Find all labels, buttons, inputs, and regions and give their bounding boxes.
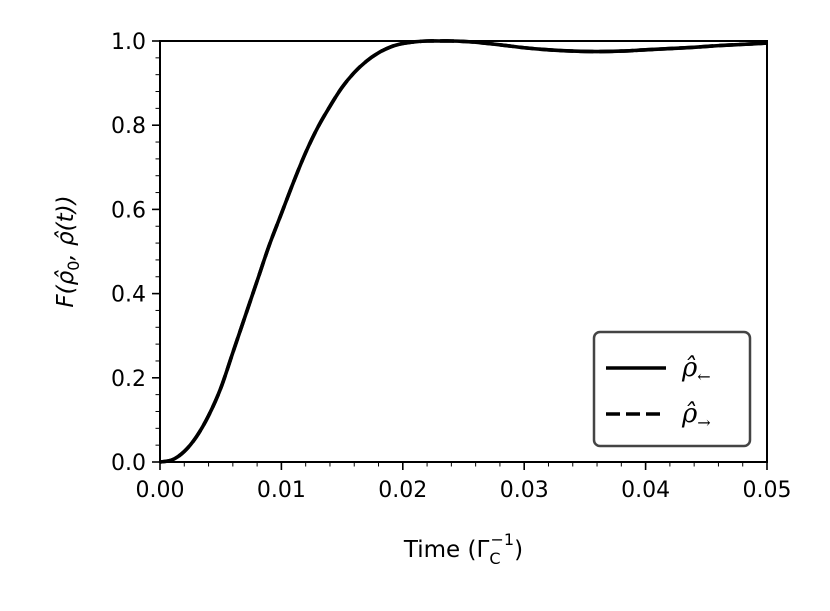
y-axis-label-rest: , ρ̂(t)) [53,195,79,260]
plot-area-frame [159,40,768,463]
y-axis-label-sub: 0 [64,261,83,271]
series-layer [159,39,768,464]
y-tick-label: 0.6 [111,198,146,223]
x-axis-label-sub: C [489,549,500,568]
x-axis-label: Time (ΓC−1) [403,530,523,568]
y-tick-label: 1.0 [111,30,146,55]
y-axis-label: F(ρ̂0, ρ̂(t)) [53,195,83,307]
x-tick-label: 0.02 [378,478,427,503]
x-axis-label-close: ) [514,537,523,563]
x-tick-label: 0.01 [257,478,306,503]
x-tick-label: 0.05 [743,478,792,503]
y-tick-label: 0.2 [111,367,146,392]
legend-label: ρ̂→ [681,399,711,432]
y-tick-label: 0.0 [111,451,146,476]
y-tick-label: 0.4 [111,283,146,308]
y-axis-label-main: F(ρ̂ [53,270,79,308]
x-tick-label: 0.04 [621,478,670,503]
series-line-dashed [159,39,768,464]
tick-labels: 0.00 0.01 0.02 0.03 0.04 0.05 0.0 0.2 0.4 0.6 0.8 1… [111,30,791,503]
x-axis-label-main: Time (Γ [403,537,490,563]
y-tick-label: 0.8 [111,114,146,139]
major-ticks [152,40,768,470]
x-axis-label-sup: −1 [490,530,514,549]
legend-box [592,330,752,448]
x-tick-label: 0.00 [136,478,185,503]
x-tick-label: 0.03 [500,478,549,503]
legend: ρ̂← ρ̂→ [592,330,752,448]
legend-label: ρ̂← [681,353,711,386]
